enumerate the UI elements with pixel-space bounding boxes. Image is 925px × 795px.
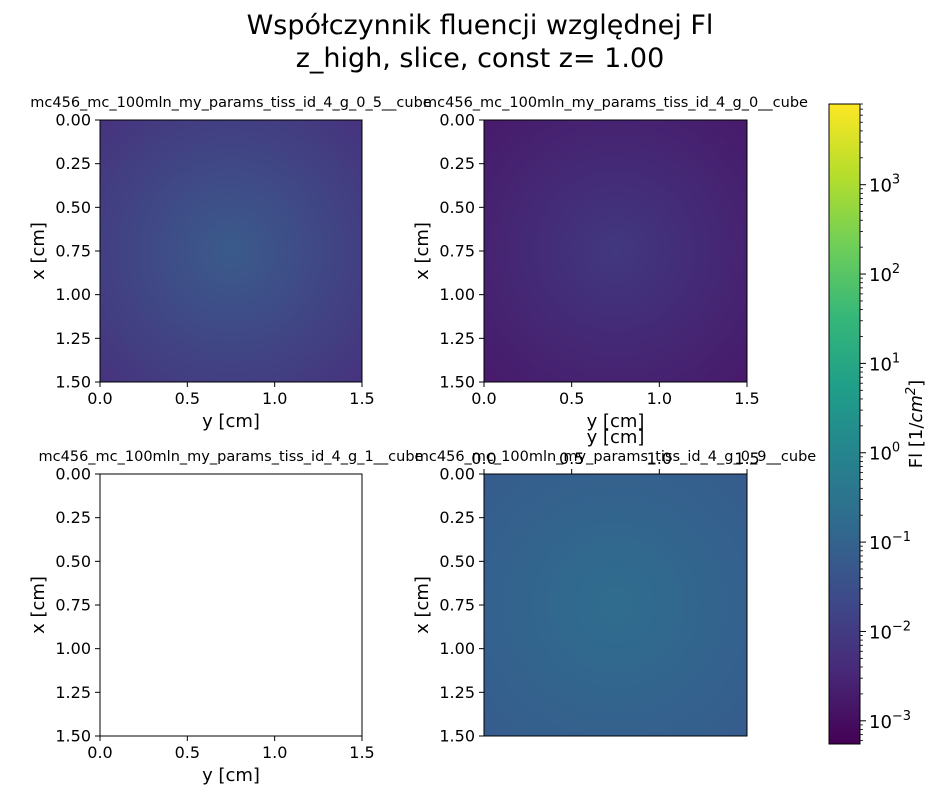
y-axis-label: x [cm]: [28, 576, 49, 634]
y-tick-label: 0.50: [55, 552, 91, 571]
x-tick-label: 1.5: [734, 449, 759, 468]
y-tick-label: 0.25: [439, 154, 475, 173]
colorbar-label: Fl [1/cm2]: [904, 380, 925, 468]
x-tick-label: 1.0: [647, 389, 672, 408]
y-axis-label: x [cm]: [28, 222, 49, 280]
x-tick-label: 0.0: [87, 389, 112, 408]
x-tick-label: 1.0: [647, 449, 672, 468]
x-tick-label: 1.0: [262, 389, 287, 408]
y-tick-label: 1.50: [439, 727, 475, 746]
y-tick-label: 0.50: [439, 552, 475, 571]
x-axis-label: y [cm]: [587, 427, 645, 448]
y-tick-label: 0.75: [55, 242, 91, 261]
y-tick-label: 0.75: [55, 596, 91, 615]
colorbar-tick-label: 101: [869, 351, 900, 375]
y-tick-label: 1.25: [439, 683, 475, 702]
subplots: mc456_mc_100mln_my_params_tiss_id_4_g_0_…: [28, 95, 816, 786]
subplot-4: mc456_mc_100mln_my_params_tiss_id_4_g_0_…: [412, 427, 816, 746]
colorbar-tick-label: 103: [869, 173, 900, 197]
x-tick-label: 1.5: [734, 389, 759, 408]
subplot-title: mc456_mc_100mln_my_params_tiss_id_4_g_0_…: [415, 449, 817, 465]
x-tick-label: 1.0: [262, 743, 287, 762]
x-tick-label: 1.5: [349, 743, 374, 762]
colorbar-gradient: [829, 104, 860, 744]
colorbar-tick-label: 10−3: [869, 709, 911, 733]
y-tick-label: 0.25: [439, 508, 475, 527]
y-tick-label: 0.50: [55, 198, 91, 217]
y-axis-label: x [cm]: [412, 576, 433, 634]
y-tick-label: 1.25: [55, 329, 91, 348]
x-tick-label: 0.5: [175, 743, 200, 762]
colorbar-tick-label: 10−1: [869, 530, 911, 554]
colorbar-tick-label: 10−2: [869, 619, 911, 643]
x-tick-label: 0.0: [87, 743, 112, 762]
figure-title-line2: z_high, slice, const z= 1.00: [296, 43, 665, 74]
x-tick-label: 0.5: [559, 449, 584, 468]
x-tick-label: 1.5: [349, 389, 374, 408]
x-axis-label: y [cm]: [202, 765, 260, 786]
x-tick-label: 0.0: [471, 449, 496, 468]
colorbar-tick-label: 100: [869, 441, 900, 465]
y-tick-label: 1.00: [55, 285, 91, 304]
y-tick-label: 0.00: [55, 111, 91, 130]
heatmap-image: [484, 474, 747, 736]
colorbar-frame: [828, 103, 861, 745]
y-tick-label: 1.25: [55, 683, 91, 702]
y-tick-label: 1.00: [55, 639, 91, 658]
subplot-title: mc456_mc_100mln_my_params_tiss_id_4_g_0_…: [423, 95, 808, 111]
y-tick-label: 0.50: [439, 198, 475, 217]
heatmap-image: [100, 120, 362, 382]
x-tick-label: 0.5: [559, 389, 584, 408]
y-tick-label: 0.00: [439, 465, 475, 484]
subplot-title: mc456_mc_100mln_my_params_tiss_id_4_g_1_…: [39, 449, 424, 465]
y-tick-label: 1.50: [55, 373, 91, 392]
y-tick-label: 0.75: [439, 596, 475, 615]
y-tick-label: 1.00: [439, 639, 475, 658]
y-tick-label: 0.75: [439, 242, 475, 261]
subplot-2: mc456_mc_100mln_my_params_tiss_id_4_g_0_…: [412, 95, 808, 432]
figure-title-line1: Współczynnik fluencji względnej Fl: [247, 10, 714, 41]
colorbar-tick-label: 102: [869, 262, 900, 286]
subplot-3: mc456_mc_100mln_my_params_tiss_id_4_g_1_…: [28, 449, 424, 786]
y-tick-label: 0.25: [55, 508, 91, 527]
colorbar: 10−3 10−2 10−1 100 101 102 103 Fl [1/cm2]: [828, 103, 925, 745]
y-tick-label: 0.25: [55, 154, 91, 173]
y-tick-label: 1.25: [439, 329, 475, 348]
y-tick-label: 1.50: [55, 727, 91, 746]
y-tick-label: 0.00: [55, 465, 91, 484]
x-tick-label: 0.0: [471, 389, 496, 408]
x-axis-label: y [cm]: [587, 411, 645, 432]
x-axis-label: y [cm]: [202, 411, 260, 432]
y-tick-label: 1.00: [439, 285, 475, 304]
y-tick-label: 1.50: [439, 373, 475, 392]
x-tick-label: 0.5: [175, 389, 200, 408]
heatmap-image: [100, 474, 362, 736]
y-axis-label: x [cm]: [412, 222, 433, 280]
subplot-title: mc456_mc_100mln_my_params_tiss_id_4_g_0_…: [30, 95, 432, 111]
heatmap-image: [484, 120, 747, 382]
subplot-1: mc456_mc_100mln_my_params_tiss_id_4_g_0_…: [28, 95, 432, 432]
y-tick-label: 0.00: [439, 111, 475, 130]
